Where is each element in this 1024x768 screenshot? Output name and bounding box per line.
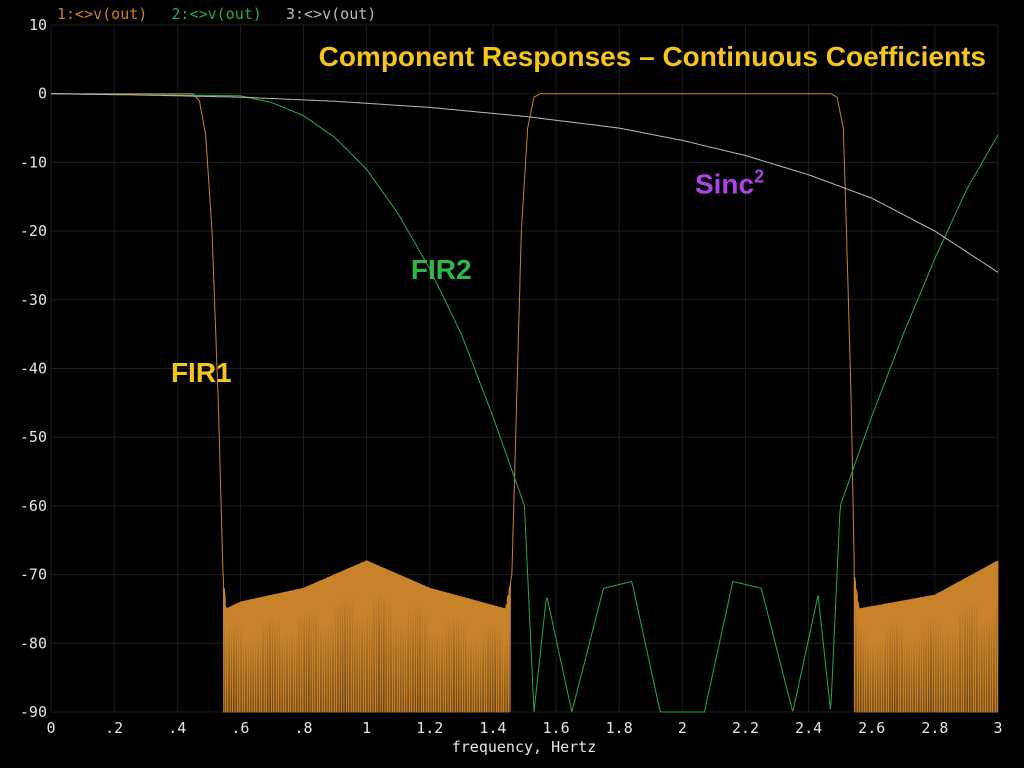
y-tick-label: -70 (20, 566, 47, 584)
legend-entry: 3:<>v(out) (286, 5, 376, 23)
annotation-label: Sinc2 (695, 166, 764, 199)
y-tick-label: -20 (20, 222, 47, 240)
x-tick-label: 2.2 (732, 719, 759, 737)
x-tick-label: 2.4 (795, 719, 822, 737)
x-tick-label: 1.2 (416, 719, 443, 737)
y-tick-label: -10 (20, 153, 47, 171)
x-axis-label: frequency, Hertz (452, 738, 597, 756)
x-tick-label: 1.6 (543, 719, 570, 737)
series-layer (51, 93, 999, 713)
annotation-label: FIR1 (171, 357, 232, 388)
x-tick-label: .2 (105, 719, 123, 737)
x-tick-label: .8 (295, 719, 313, 737)
chart-title: Component Responses – Continuous Coeffic… (319, 41, 986, 72)
series-line-fir2 (51, 93, 999, 713)
y-tick-label: 0 (38, 85, 47, 103)
x-tick-label: 2 (678, 719, 687, 737)
axis-layer: frequency, Hertz 100-10-20-30-40-50-60-7… (20, 16, 1003, 756)
x-tick-label: .4 (168, 719, 186, 737)
annotation-label: FIR2 (411, 254, 472, 285)
legend: 1:<>v(out) 2:<>v(out) 3:<>v(out) (57, 5, 376, 23)
y-tick-label: -60 (20, 497, 47, 515)
legend-entry: 2:<>v(out) (172, 5, 262, 23)
x-tick-label: .6 (231, 719, 249, 737)
x-tick-label: 0 (46, 719, 55, 737)
x-tick-label: 2.6 (858, 719, 885, 737)
x-tick-label: 3 (993, 719, 1002, 737)
legend-entry: 1:<>v(out) (57, 5, 147, 23)
x-tick-label: 1 (362, 719, 371, 737)
series-line-fir1 (51, 93, 999, 713)
y-tick-label: -30 (20, 291, 47, 309)
y-tick-label: 10 (29, 16, 47, 34)
x-tick-label: 1.8 (606, 719, 633, 737)
series-line-sinc2 (51, 93, 999, 273)
grid-layer (50, 24, 999, 713)
annotation-layer: FIR1 FIR2 Sinc2 (171, 166, 764, 388)
y-tick-label: -90 (20, 703, 47, 721)
x-tick-label: 2.8 (921, 719, 948, 737)
y-tick-label: -50 (20, 428, 47, 446)
x-tick-label: 1.4 (479, 719, 506, 737)
y-tick-label: -80 (20, 634, 47, 652)
y-tick-label: -40 (20, 360, 47, 378)
